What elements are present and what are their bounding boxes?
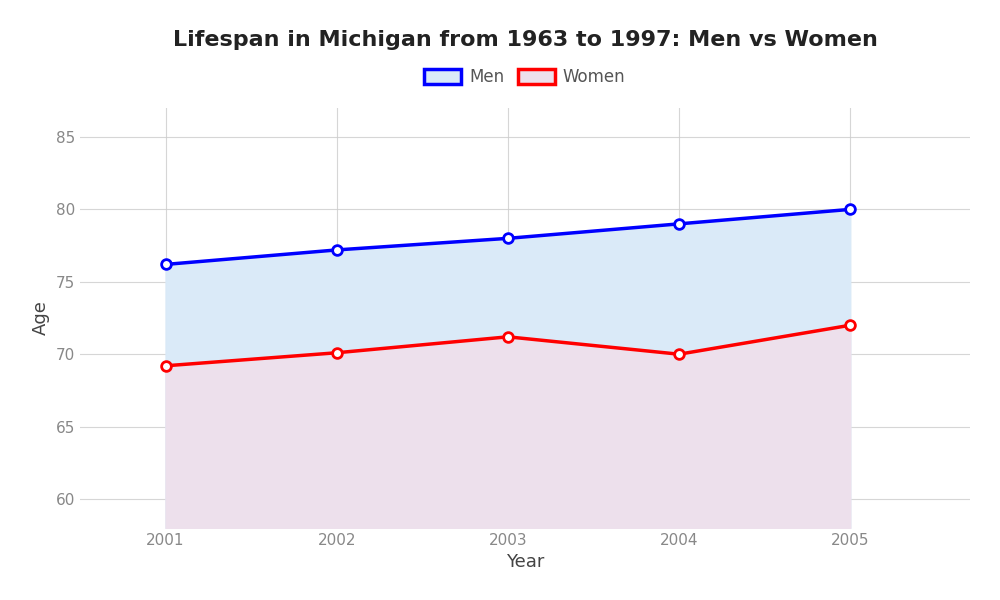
Title: Lifespan in Michigan from 1963 to 1997: Men vs Women: Lifespan in Michigan from 1963 to 1997: … xyxy=(173,29,877,49)
Legend: Men, Women: Men, Women xyxy=(418,62,632,93)
Y-axis label: Age: Age xyxy=(32,301,50,335)
X-axis label: Year: Year xyxy=(506,553,544,571)
